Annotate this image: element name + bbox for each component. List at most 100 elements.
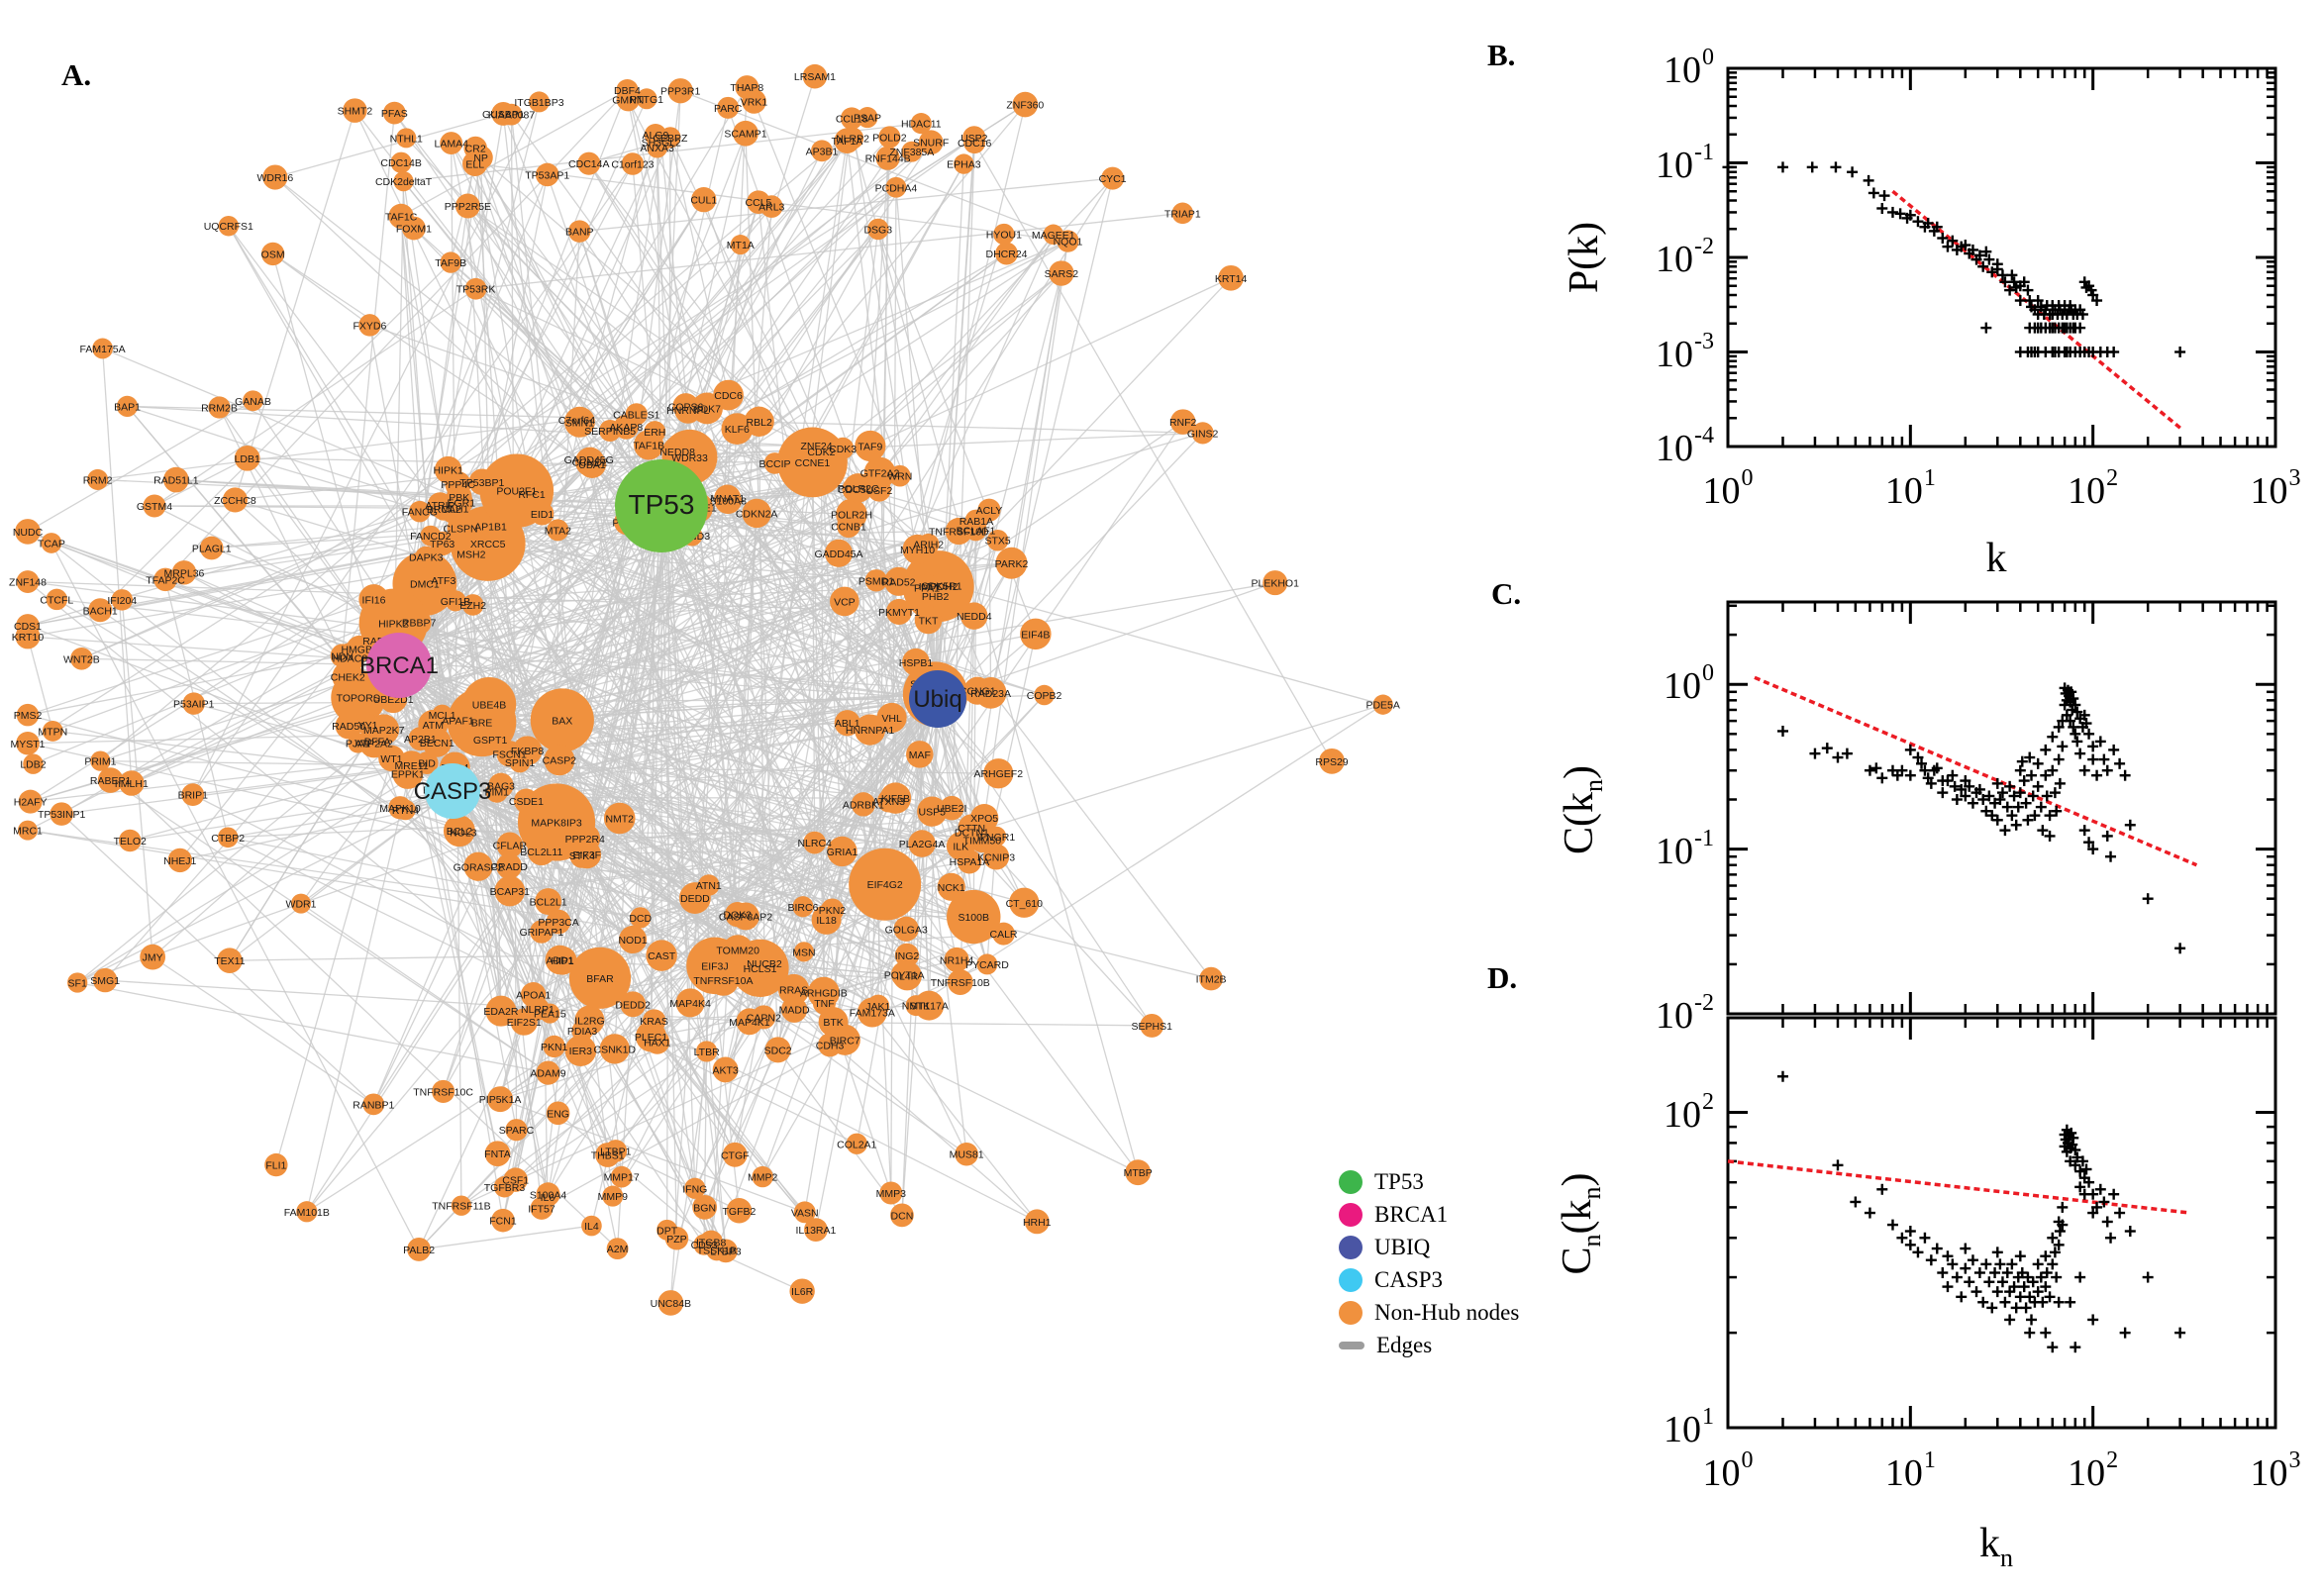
node-label: UQCRFS1 [204,221,253,233]
node-label: STK17A [910,1001,949,1013]
node-label: XPO5 [970,813,998,825]
node-label: GANAB [235,396,271,408]
node-label: CTCFL [40,594,73,606]
node-label: HNRNPL [666,405,709,417]
node-label: ING2 [895,950,920,962]
node-label: IFI16 [362,594,386,606]
network-node [843,473,873,503]
node-label: NLRP1 [521,1004,555,1016]
node-label: PPP4C [441,479,475,491]
node-label: CR2 [465,144,486,155]
node-label: ZNF148 [9,577,47,589]
network-node [875,146,900,170]
network-node [331,670,386,726]
network-node [92,967,118,993]
network-node [536,1182,560,1207]
node-label: TOMM20 [716,946,759,957]
network-node [742,89,766,114]
node-label: IFNG [682,1183,707,1195]
network-node [827,836,858,867]
node-label: POU2F1 [496,486,537,498]
axis-ticks [1728,68,2275,447]
node-label: MAPK10 [379,803,421,815]
node-label: EID1 [531,509,555,521]
network-node [118,829,142,852]
network-edge [708,884,974,918]
node-label: ENG [547,1108,569,1120]
network-edge [586,163,964,855]
node-label: MYH10 [900,545,935,556]
y-tick-label: 10-1 [1656,139,1714,186]
node-label: ATRIP [425,500,454,512]
node-label: NTHL1 [390,133,423,145]
network-edge [547,445,818,1195]
node-label: USP5 [919,807,947,819]
network-node [955,1142,978,1166]
network-node [890,1203,914,1228]
node-label: DBF4 [614,85,641,97]
network-node [217,827,239,848]
node-label: PPA1 [914,582,940,594]
network-node [1319,748,1345,774]
node-label: IMPDH2 [919,581,959,593]
node-label: RRM2 [83,474,113,486]
network-edge [97,478,662,507]
network-node [944,947,969,972]
network-node [530,920,554,944]
network-edge [941,421,1184,587]
network-node [864,569,888,592]
node-label: RAD23A [970,688,1011,700]
network-edge [27,636,53,732]
node-label: IFNGR1 [977,832,1016,844]
network-node [620,991,647,1018]
hub-label-tp53: TP53 [629,489,695,520]
network-node [462,150,488,176]
network-edge [722,513,758,981]
edge-swatch-icon [1339,1342,1364,1349]
network-edge [877,229,940,587]
network-node [396,128,417,149]
network-edge [153,505,843,852]
network-node [496,853,523,879]
network-node [717,96,740,119]
node-label: PPP3R1 [660,86,700,98]
network-edge [451,143,462,1206]
network-node [692,1194,718,1220]
node-label: NDN [331,650,354,662]
network-node [802,63,828,89]
node-label: PEA15 [534,1009,566,1021]
node-label: AKAP8 [609,422,643,434]
network-edge [679,90,1055,236]
network-node [296,1201,318,1223]
node-label: PHB2 [922,591,950,603]
node-label: CSNK1D [593,1044,636,1055]
node-label: CDK7 [693,403,721,415]
network-edge [454,766,623,1177]
network-node [208,396,231,419]
node-label: TFAP2C [146,574,185,586]
network-node [764,1037,791,1063]
network-node [876,789,901,813]
y-tick-label: 10-2 [1656,234,1714,280]
network-node [17,820,39,841]
network-edge [523,507,699,1023]
node-label: EIF4G2 [867,879,903,891]
node-label: CABLES1 [613,409,659,421]
network-node [789,1278,815,1304]
node-label: CAST [648,950,676,962]
node-label: RPS29 [1315,756,1348,768]
network-node [546,1101,570,1126]
x-tick-label: 100 [1702,1447,1754,1494]
network-node [260,242,285,266]
node-label: HSPA1A [950,856,990,868]
network-node [726,1197,753,1224]
network-node [1140,1013,1164,1038]
node-label: BCCIP [758,458,790,470]
node-label: TNFRSF10B [931,977,990,989]
node-label: LAMA4 [434,139,468,150]
network-edge [152,956,374,1105]
node-label: SERPINB5 [584,426,636,438]
node-label: TP53INP1 [38,809,86,821]
node-label: BRIP1 [178,790,209,802]
node-label: PALB2 [403,1245,435,1256]
